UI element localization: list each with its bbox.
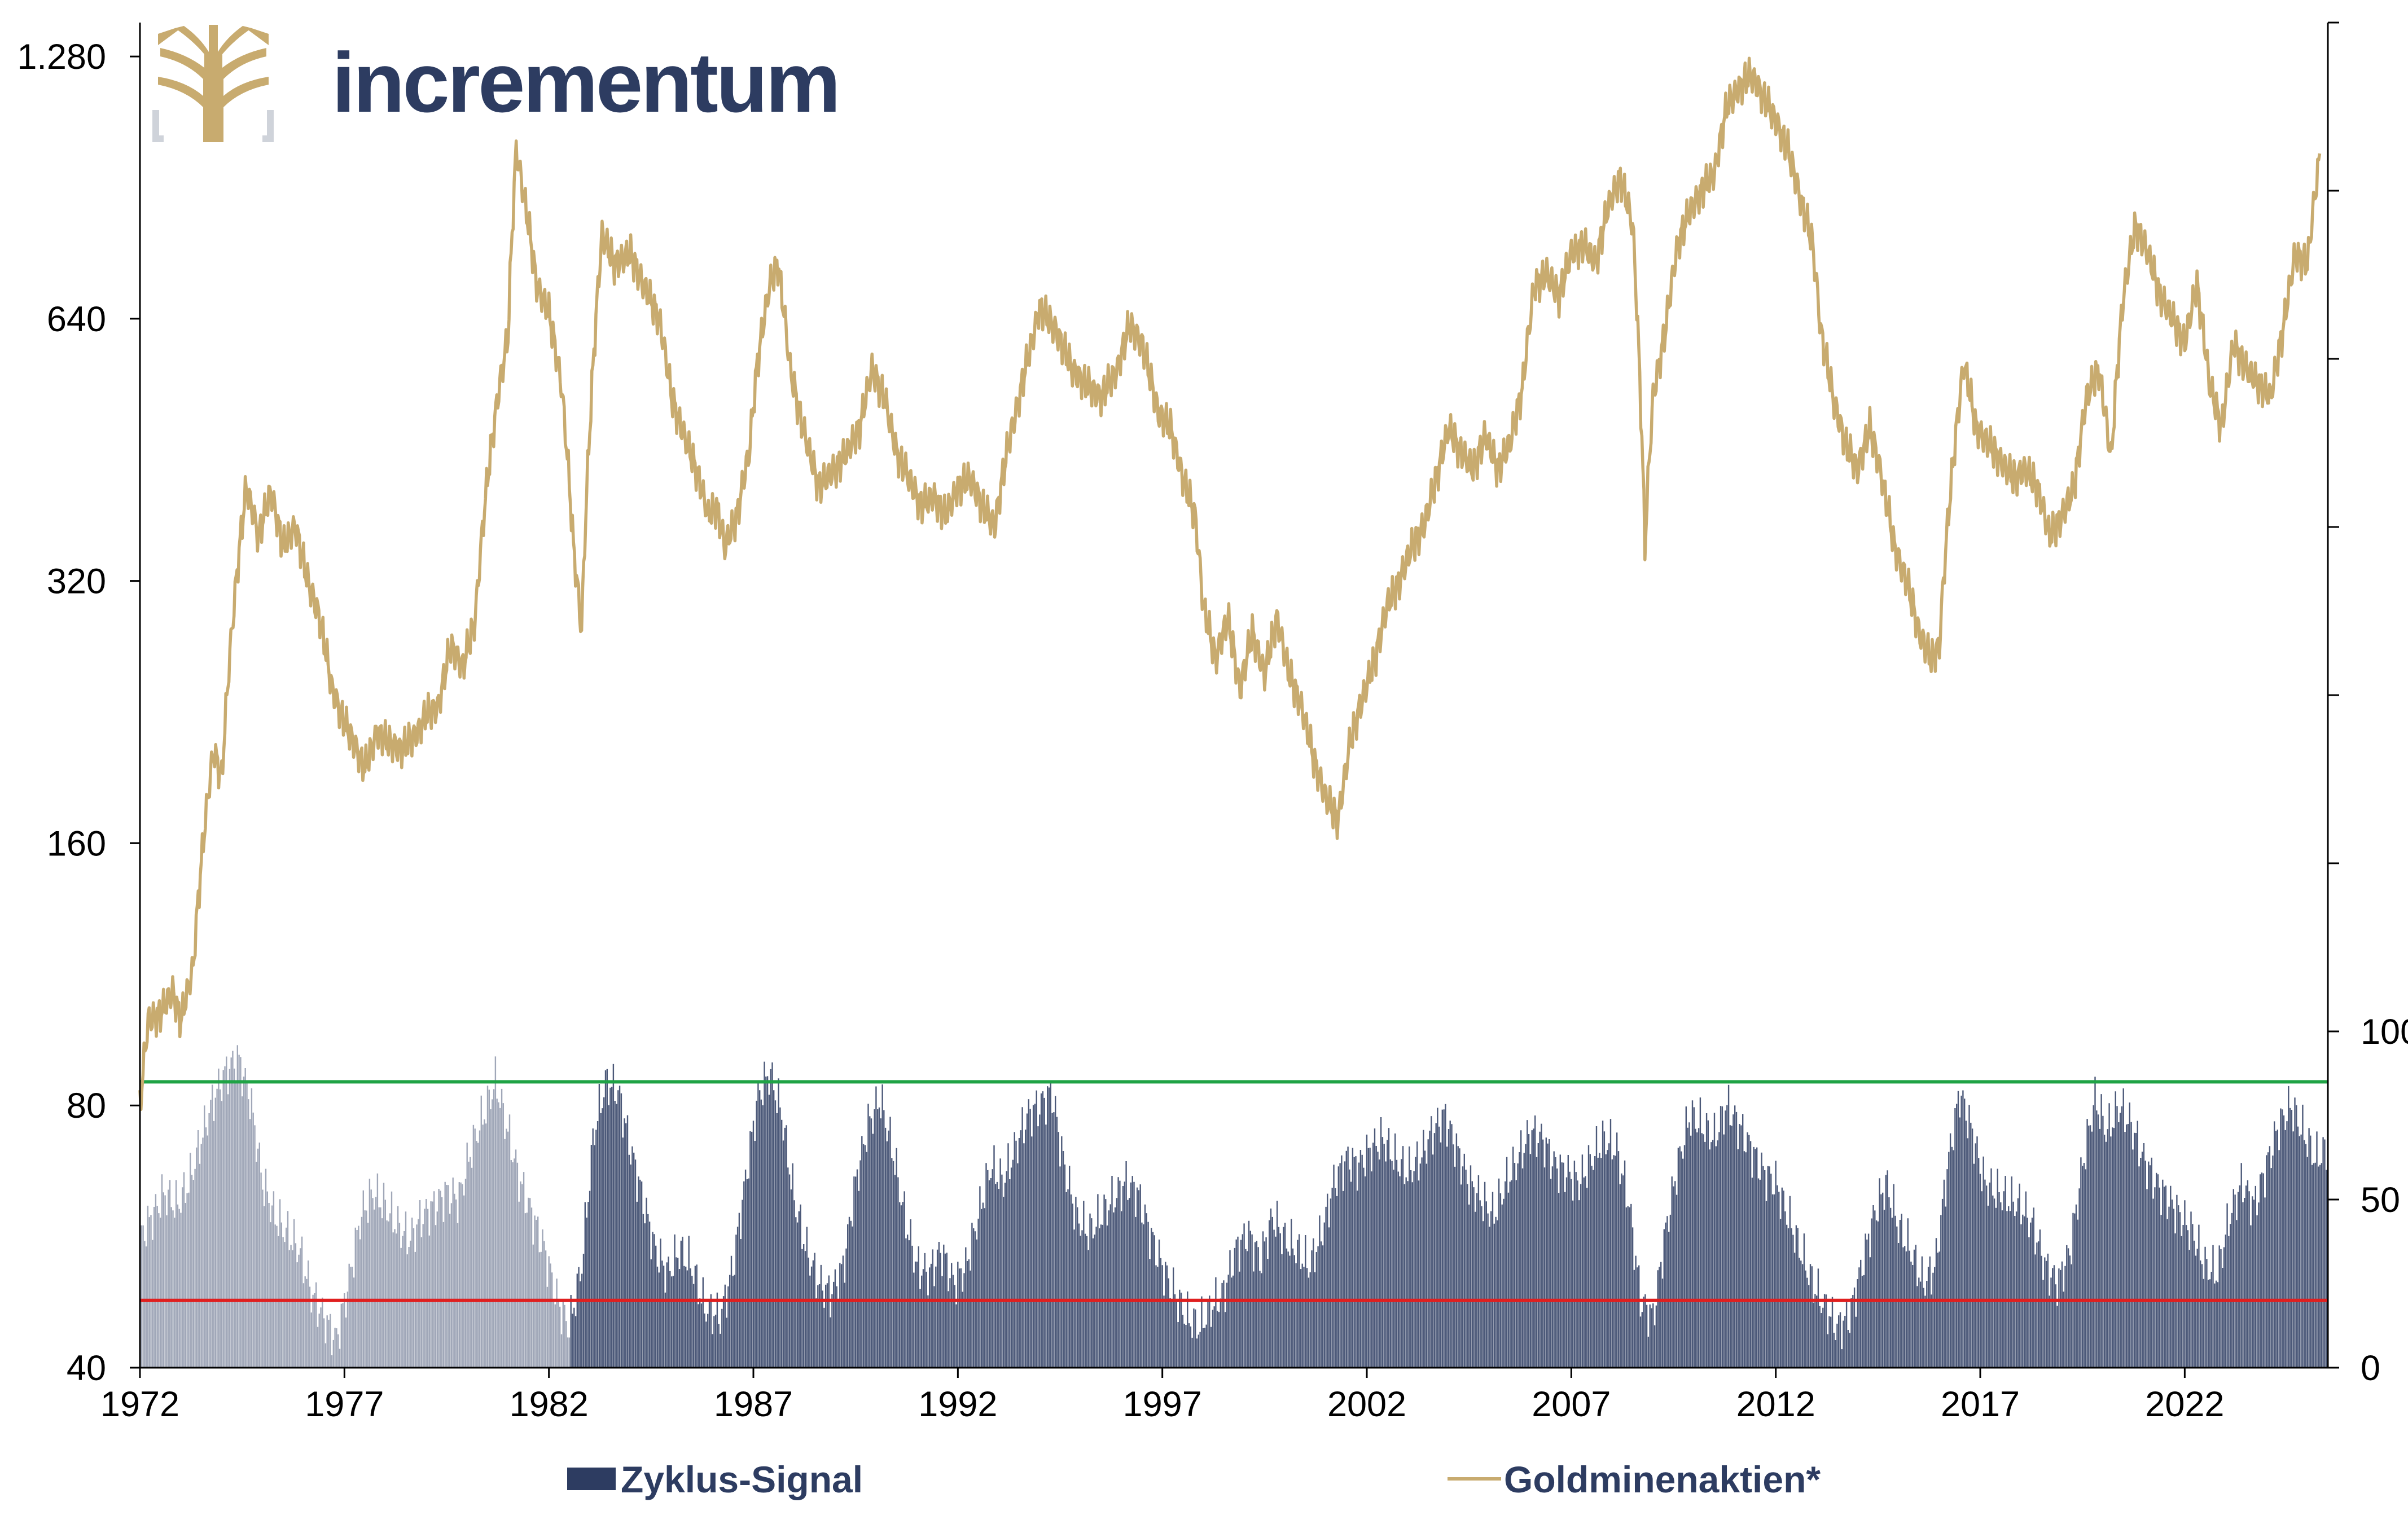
axes-layer: 40 80 160 320 640 1.280 0 50 100 1972 1977 1982 1987…: [17, 21, 2408, 1424]
legend-swatch-signal: [567, 1468, 616, 1490]
right-tick-label: 50: [2361, 1180, 2400, 1220]
x-tick-label: 2022: [2145, 1385, 2224, 1424]
x-tick-label: 2002: [1327, 1385, 1406, 1424]
left-tick-label: 1.280: [17, 37, 106, 77]
x-tick-label: 1972: [100, 1385, 179, 1424]
right-tick-label: 100: [2361, 1012, 2408, 1052]
legend-label-gold: Goldminenaktien*: [1504, 1459, 1821, 1500]
line-layer: [138, 56, 2322, 1111]
legend-layer: Zyklus-Signal Goldminenaktien*: [567, 1459, 1821, 1500]
bars-layer: [139, 1045, 2329, 1368]
x-tick-label: 1982: [510, 1385, 589, 1424]
left-tick-label: 40: [67, 1348, 106, 1388]
logo: incrementum: [152, 25, 841, 142]
x-tick-label: 1992: [918, 1385, 997, 1424]
x-tick-label: 1997: [1123, 1385, 1202, 1424]
legend-label-signal: Zyklus-Signal: [621, 1459, 863, 1500]
x-tick-label: 2017: [1941, 1385, 2020, 1424]
brand-name: incrementum: [332, 35, 839, 130]
x-tick-label: 2012: [1736, 1385, 1815, 1424]
left-tick-label: 640: [47, 300, 106, 339]
goldminen-line: [138, 56, 2322, 1111]
left-tick-label: 160: [47, 824, 106, 863]
left-tick-label: 320: [47, 562, 106, 601]
x-tick-label: 1987: [714, 1385, 793, 1424]
threshold-layer: [140, 1080, 2328, 1302]
x-tick-label: 2007: [1532, 1385, 1611, 1424]
tree-icon: [152, 25, 274, 142]
x-tick-label: 1977: [305, 1385, 384, 1424]
left-tick-label: 80: [67, 1086, 106, 1126]
right-tick-label: 0: [2361, 1348, 2380, 1388]
